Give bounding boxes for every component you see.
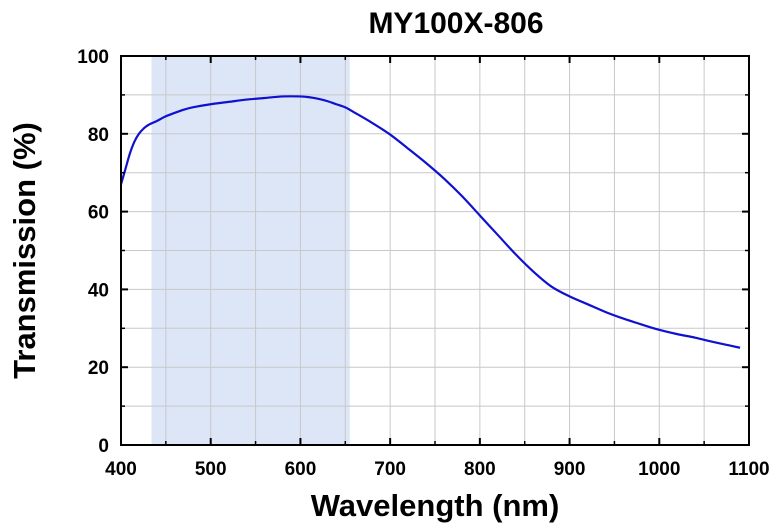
y-tick-label: 100	[77, 47, 109, 68]
y-axis-label: Transmission (%)	[7, 122, 42, 379]
chart-title: MY100X-806	[368, 7, 543, 40]
y-tick-label: 40	[88, 280, 109, 301]
x-axis-label: Wavelength (nm)	[311, 488, 560, 523]
tick-layer: 400 500 600 700 800 900 1000 1100 0 20 40 60 80 100	[77, 47, 769, 480]
y-tick-label: 80	[88, 125, 109, 146]
x-tick-label: 700	[374, 459, 406, 480]
x-tick-label: 600	[285, 459, 317, 480]
x-tick-label: 1100	[728, 459, 769, 480]
x-tick-label: 400	[105, 459, 137, 480]
series-layer	[119, 95, 741, 349]
x-tick-label: 900	[554, 459, 586, 480]
x-tick-label: 800	[464, 459, 496, 480]
y-tick-label: 20	[88, 358, 109, 379]
y-tick-label: 60	[88, 203, 109, 224]
grid-layer	[121, 56, 749, 445]
x-tick-label: 1000	[638, 459, 680, 480]
series-line-0	[119, 95, 741, 349]
x-tick-label: 500	[195, 459, 227, 480]
y-tick-label: 0	[98, 436, 109, 457]
